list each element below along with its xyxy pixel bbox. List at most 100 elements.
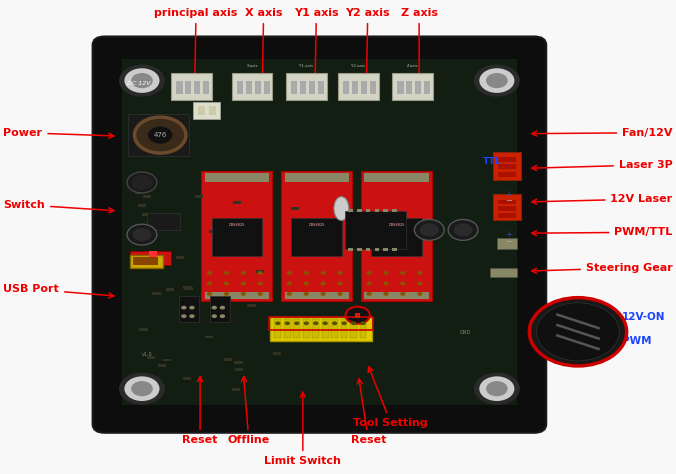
Bar [138, 204, 146, 207]
Circle shape [448, 219, 478, 240]
Circle shape [124, 376, 160, 401]
Bar [176, 256, 184, 259]
Bar [194, 81, 200, 94]
Circle shape [454, 223, 473, 237]
Bar [205, 173, 269, 182]
Bar [357, 209, 362, 212]
Bar [269, 317, 373, 330]
Circle shape [258, 271, 263, 275]
Bar [183, 377, 191, 380]
Text: +: + [505, 230, 512, 239]
Text: X-axis: X-axis [246, 64, 258, 68]
Bar [498, 172, 516, 177]
Circle shape [400, 282, 406, 285]
Circle shape [320, 292, 326, 296]
Bar [232, 388, 240, 391]
Bar [366, 248, 370, 251]
Bar [348, 248, 353, 251]
Bar [286, 73, 327, 100]
Bar [147, 356, 155, 359]
Circle shape [119, 373, 165, 405]
Circle shape [304, 271, 309, 275]
Bar [130, 255, 163, 268]
Circle shape [360, 321, 366, 325]
Bar [375, 209, 379, 212]
Bar [383, 248, 388, 251]
Bar [361, 171, 432, 301]
Text: PWM: PWM [605, 336, 652, 346]
Bar [193, 102, 220, 118]
Bar [247, 304, 256, 307]
Circle shape [486, 73, 508, 88]
Bar [366, 209, 370, 212]
Bar [383, 209, 388, 212]
Bar [312, 319, 319, 338]
Circle shape [207, 282, 212, 285]
Circle shape [474, 373, 520, 405]
Text: Tool Setting: Tool Setting [354, 367, 428, 428]
Circle shape [241, 271, 246, 275]
Bar [272, 352, 281, 355]
Circle shape [212, 314, 217, 318]
Bar [181, 319, 189, 322]
Text: Reset: Reset [351, 379, 386, 445]
Circle shape [313, 321, 318, 325]
Text: Offline: Offline [228, 376, 270, 445]
Bar [256, 270, 264, 273]
Bar [270, 317, 372, 341]
Circle shape [479, 68, 514, 93]
Bar [493, 152, 521, 180]
Bar [338, 73, 379, 100]
Bar [201, 171, 272, 301]
Text: Steering Gear: Steering Gear [532, 263, 673, 273]
Bar [303, 319, 310, 338]
Bar [209, 230, 217, 233]
Text: DRV8825: DRV8825 [228, 223, 245, 228]
Bar [176, 81, 183, 94]
Circle shape [474, 64, 520, 97]
Bar [233, 246, 241, 249]
Circle shape [383, 271, 389, 275]
Bar [128, 114, 189, 156]
Bar [171, 73, 212, 100]
Circle shape [417, 282, 422, 285]
Circle shape [294, 321, 299, 325]
Text: Y1 axis: Y1 axis [294, 8, 339, 81]
Bar [498, 206, 516, 211]
Text: Z-axis: Z-axis [406, 64, 418, 68]
Circle shape [366, 271, 372, 275]
Circle shape [337, 271, 343, 275]
Bar [348, 209, 353, 212]
Bar [285, 292, 349, 299]
Bar [415, 81, 421, 94]
Circle shape [287, 282, 292, 285]
Bar [293, 319, 300, 338]
Bar [345, 211, 406, 249]
FancyBboxPatch shape [93, 36, 546, 433]
Bar [212, 218, 262, 256]
Circle shape [131, 381, 153, 396]
Circle shape [127, 172, 157, 193]
Bar [205, 336, 213, 338]
Bar [341, 319, 347, 338]
Bar [133, 257, 158, 265]
Circle shape [224, 271, 229, 275]
Bar [147, 213, 180, 230]
Circle shape [241, 292, 246, 296]
Bar [493, 194, 521, 220]
Bar [392, 209, 397, 212]
Bar [130, 251, 171, 265]
Circle shape [207, 271, 212, 275]
Bar [392, 248, 397, 251]
Bar [291, 81, 297, 94]
Bar [162, 358, 170, 361]
Bar [498, 164, 516, 169]
Bar [143, 195, 151, 198]
Circle shape [320, 271, 326, 275]
Bar [392, 73, 433, 100]
Bar [185, 81, 191, 94]
Circle shape [537, 303, 619, 361]
Bar [142, 213, 150, 216]
Circle shape [220, 306, 225, 310]
Bar [352, 81, 358, 94]
